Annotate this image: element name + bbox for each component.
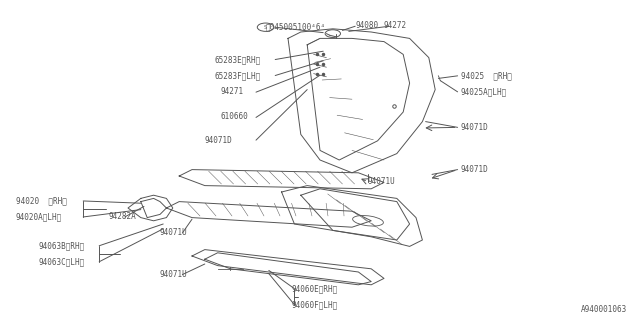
Text: S: S (264, 25, 268, 30)
Text: 94025A〈LH〉: 94025A〈LH〉 (461, 87, 507, 96)
Text: 94060E〈RH〉: 94060E〈RH〉 (291, 284, 337, 293)
Text: 94071U: 94071U (368, 177, 396, 186)
Text: 94282A: 94282A (109, 212, 136, 221)
Text: 94071U: 94071U (160, 228, 188, 237)
Text: 94020A〈LH〉: 94020A〈LH〉 (16, 212, 62, 221)
Text: 94025  〈RH〉: 94025 〈RH〉 (461, 71, 511, 80)
Text: 610660: 610660 (221, 112, 248, 121)
Text: 94060F〈LH〉: 94060F〈LH〉 (291, 300, 337, 309)
Text: 94272: 94272 (384, 21, 407, 30)
Text: 94071U: 94071U (160, 270, 188, 279)
Text: Ⓢ045005100⁴6⁴: Ⓢ045005100⁴6⁴ (266, 22, 326, 31)
Text: 94063C〈LH〉: 94063C〈LH〉 (38, 257, 84, 266)
Text: 94071D: 94071D (461, 165, 488, 174)
Text: 94080: 94080 (355, 21, 378, 30)
Text: 65283F〈LH〉: 65283F〈LH〉 (214, 71, 260, 80)
Text: 65283E〈RH〉: 65283E〈RH〉 (214, 55, 260, 64)
Text: A940001063: A940001063 (581, 305, 627, 314)
Text: 94063B〈RH〉: 94063B〈RH〉 (38, 241, 84, 250)
Text: 94071D: 94071D (461, 123, 488, 132)
Text: 94271: 94271 (221, 87, 244, 96)
Text: 94071D: 94071D (205, 136, 232, 145)
Text: 94020  〈RH〉: 94020 〈RH〉 (16, 196, 67, 205)
